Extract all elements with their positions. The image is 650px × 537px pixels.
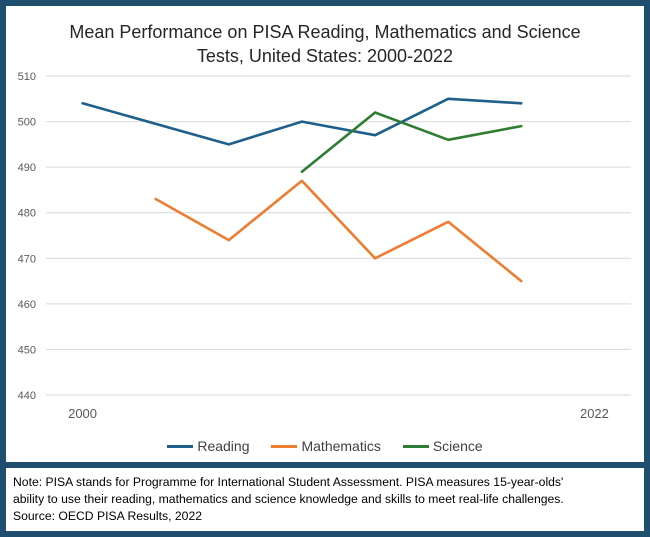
y-tick-label: 490: [18, 162, 36, 174]
chart-title-line-2: Tests, United States: 2000-2022: [196, 46, 454, 66]
note-line-3: Source: OECD PISA Results, 2022: [13, 509, 202, 523]
chart-title-line-1: Mean Performance on PISA Reading, Mathem…: [69, 22, 581, 42]
chart-note: Note: PISA stands for Programme for Inte…: [13, 474, 638, 525]
line-chart: 440 450 460 470 480 490 500 510 2000 2022: [18, 71, 631, 421]
y-tick-label: 500: [18, 117, 36, 129]
legend-swatch: [271, 444, 298, 448]
x-tick-label: 2022: [580, 406, 609, 421]
y-tick-label: 450: [18, 344, 36, 356]
y-tick-label: 460: [18, 299, 36, 311]
chart-area: Mean Performance on PISA Reading, Mathem…: [6, 6, 644, 464]
legend-item-science: Science: [402, 438, 483, 454]
x-tick-label: 2000: [68, 406, 97, 421]
series-line-mathematics: [154, 179, 523, 283]
chart-title: Mean Performance on PISA Reading, Mathem…: [6, 20, 644, 68]
note-divider: [6, 462, 644, 468]
legend-item-reading: Reading: [167, 438, 249, 454]
note-line-2: ability to use their reading, mathematic…: [13, 492, 564, 506]
chart-legend: Reading Mathematics Science: [6, 438, 644, 454]
y-tick-label: 510: [18, 71, 36, 83]
legend-swatch: [402, 444, 429, 448]
legend-label: Reading: [197, 438, 250, 454]
legend-label: Science: [432, 438, 483, 454]
note-line-1: Note: PISA stands for Programme for Inte…: [13, 475, 564, 489]
y-tick-label: 480: [18, 208, 36, 220]
legend-label: Mathematics: [301, 438, 381, 454]
series-line-reading: [81, 97, 523, 146]
legend-item-mathematics: Mathematics: [271, 438, 381, 454]
series-line-science: [300, 111, 523, 173]
y-tick-label: 470: [18, 253, 36, 265]
y-tick-label: 440: [18, 390, 36, 402]
legend-swatch: [167, 444, 194, 448]
